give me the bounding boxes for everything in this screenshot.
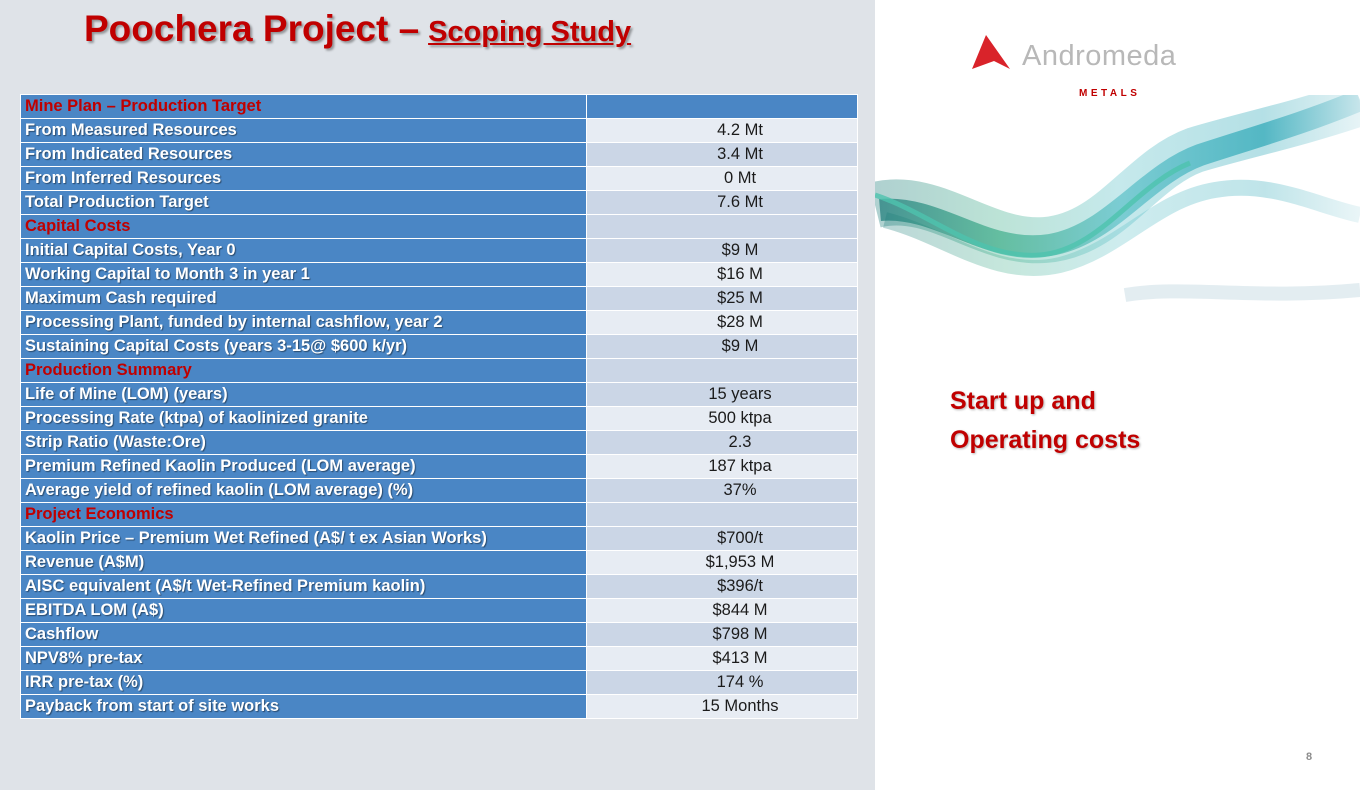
table-row: Sustaining Capital Costs (years 3-15@ $6… [20, 334, 858, 359]
row-value: 3.4 Mt [586, 142, 858, 167]
row-label: NPV8% pre-tax [20, 646, 587, 671]
table-row: Average yield of refined kaolin (LOM ave… [20, 478, 858, 503]
row-label: Project Economics [20, 502, 587, 527]
row-value: 15 years [586, 382, 858, 407]
row-label: From Inferred Resources [20, 166, 587, 191]
row-label: From Measured Resources [20, 118, 587, 143]
row-value: 37% [586, 478, 858, 503]
row-value [586, 214, 858, 239]
table-row: Working Capital to Month 3 in year 1 $16 … [20, 262, 858, 287]
row-label: Working Capital to Month 3 in year 1 [20, 262, 587, 287]
row-label: EBITDA LOM (A$) [20, 598, 587, 623]
table-row: Kaolin Price – Premium Wet Refined (A$/ … [20, 526, 858, 551]
row-label: Life of Mine (LOM) (years) [20, 382, 587, 407]
side-heading-line-2: Operating costs [950, 426, 1141, 454]
row-value: 187 ktpa [586, 454, 858, 479]
row-label: Cashflow [20, 622, 587, 647]
row-label: Strip Ratio (Waste:Ore) [20, 430, 587, 455]
row-label: Kaolin Price – Premium Wet Refined (A$/ … [20, 526, 587, 551]
table-row: Maximum Cash required $25 M [20, 286, 858, 311]
logo-name: Andromeda [1022, 40, 1177, 72]
table-row: Total Production Target 7.6 Mt [20, 190, 858, 215]
section-header-row: Capital Costs [20, 214, 858, 239]
row-value: 500 ktpa [586, 406, 858, 431]
section-header-row: Project Economics [20, 502, 858, 527]
row-value: 0 Mt [586, 166, 858, 191]
page-number: 8 [1306, 751, 1313, 763]
row-value [586, 502, 858, 527]
table-row: Initial Capital Costs, Year 0 $9 M [20, 238, 858, 263]
slide-title-main: Poochera Project – [84, 8, 420, 49]
table-row: Revenue (A$M) $1,953 M [20, 550, 858, 575]
row-label: Processing Rate (ktpa) of kaolinized gra… [20, 406, 587, 431]
table-row: From Measured Resources 4.2 Mt [20, 118, 858, 143]
row-label: Revenue (A$M) [20, 550, 587, 575]
row-value: 7.6 Mt [586, 190, 858, 215]
row-value: $844 M [586, 598, 858, 623]
andromeda-logo-icon [972, 35, 1010, 69]
table-row: Payback from start of site works 15 Month… [20, 694, 858, 719]
row-label: Average yield of refined kaolin (LOM ave… [20, 478, 587, 503]
table-row: Processing Rate (ktpa) of kaolinized gra… [20, 406, 858, 431]
slide-title: Poochera Project – Scoping Study [84, 8, 631, 50]
side-heading-line-1: Start up and [950, 387, 1096, 415]
table-row: Processing Plant, funded by internal cas… [20, 310, 858, 335]
row-label: Production Summary [20, 358, 587, 383]
row-label: From Indicated Resources [20, 142, 587, 167]
row-value: 174 % [586, 670, 858, 695]
row-value: $25 M [586, 286, 858, 311]
side-heading: Start up and Operating costs [950, 382, 1250, 460]
row-label: IRR pre-tax (%) [20, 670, 587, 695]
row-label: Mine Plan – Production Target [20, 94, 587, 119]
row-value: $798 M [586, 622, 858, 647]
row-label: Premium Refined Kaolin Produced (LOM ave… [20, 454, 587, 479]
table-row: Strip Ratio (Waste:Ore) 2.3 [20, 430, 858, 455]
row-value: $9 M [586, 238, 858, 263]
slide-title-sub: Scoping Study [428, 16, 632, 48]
row-label: Sustaining Capital Costs (years 3-15@ $6… [20, 334, 587, 359]
row-value: $28 M [586, 310, 858, 335]
row-label: Capital Costs [20, 214, 587, 239]
row-value: $1,953 M [586, 550, 858, 575]
row-label: Maximum Cash required [20, 286, 587, 311]
row-value: 2.3 [586, 430, 858, 455]
table-row: EBITDA LOM (A$) $844 M [20, 598, 858, 623]
row-value: 15 Months [586, 694, 858, 719]
row-label: Initial Capital Costs, Year 0 [20, 238, 587, 263]
table-row: From Inferred Resources 0 Mt [20, 166, 858, 191]
smoke-wave-graphic [875, 95, 1360, 302]
table-row: Life of Mine (LOM) (years) 15 years [20, 382, 858, 407]
row-value: $413 M [586, 646, 858, 671]
row-value: $700/t [586, 526, 858, 551]
row-label: Processing Plant, funded by internal cas… [20, 310, 587, 335]
table-row: From Indicated Resources 3.4 Mt [20, 142, 858, 167]
row-label: Total Production Target [20, 190, 587, 215]
table-row: AISC equivalent (A$/t Wet-Refined Premiu… [20, 574, 858, 599]
row-value [586, 358, 858, 383]
logo-subtitle: METALS [1079, 88, 1141, 99]
row-label: AISC equivalent (A$/t Wet-Refined Premiu… [20, 574, 587, 599]
table-row: NPV8% pre-tax $413 M [20, 646, 858, 671]
row-value: 4.2 Mt [586, 118, 858, 143]
table-row: IRR pre-tax (%) 174 % [20, 670, 858, 695]
table-row: Cashflow $798 M [20, 622, 858, 647]
row-value: $396/t [586, 574, 858, 599]
row-value [586, 94, 858, 119]
scoping-study-table: Mine Plan – Production Target From Measur… [20, 94, 858, 719]
section-header-row: Production Summary [20, 358, 858, 383]
row-value: $9 M [586, 334, 858, 359]
table-row: Premium Refined Kaolin Produced (LOM ave… [20, 454, 858, 479]
row-label: Payback from start of site works [20, 694, 587, 719]
section-header-row: Mine Plan – Production Target [20, 94, 858, 119]
row-value: $16 M [586, 262, 858, 287]
